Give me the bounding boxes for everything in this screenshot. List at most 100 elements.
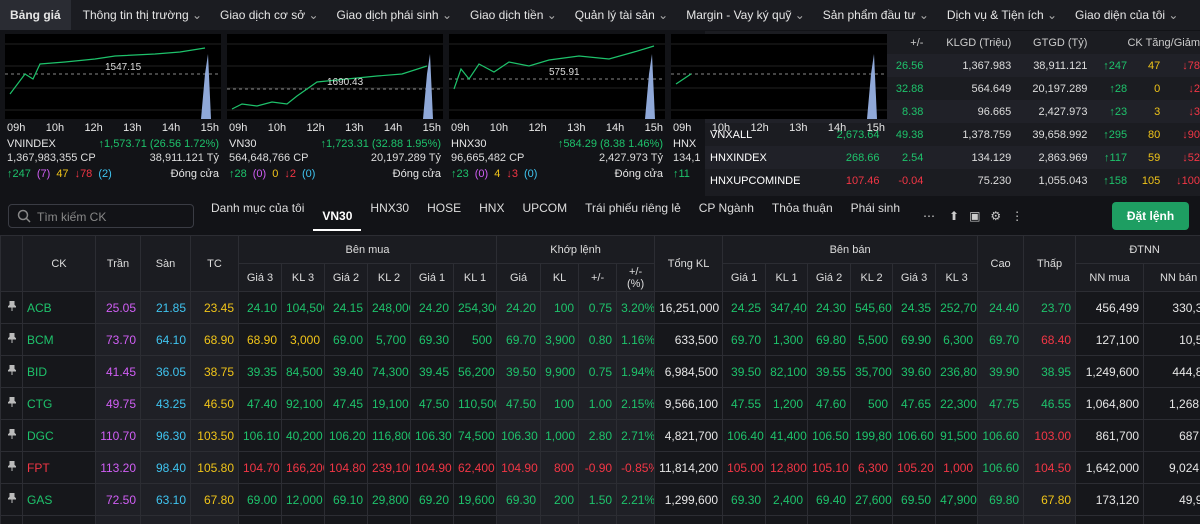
price-cell: 2,400 — [540, 515, 580, 524]
tab[interactable]: Trái phiếu riêng lẻ — [585, 201, 681, 215]
price-cell: 63.10 — [140, 483, 191, 516]
volume-area — [861, 54, 877, 119]
index-row[interactable]: HNXINDEX 268.66 2.54 134.129 2,863.969 ↑117 59… — [705, 146, 1200, 169]
tab[interactable]: Phái sinh — [850, 201, 900, 215]
stock-row[interactable]: BCM 73.70 64.10 68.90 68.90 3,000 69.00 5,700 69… — [0, 323, 1200, 356]
price-cell: 456,499 — [1075, 291, 1145, 324]
pin-icon — [0, 291, 23, 324]
price-cell: 92,100 — [281, 387, 325, 420]
stock-row[interactable]: BID 41.45 36.05 38.75 39.35 84,500 39.40 74,300… — [0, 355, 1200, 388]
panel-value: 20,197.289 Tỷ — [370, 152, 441, 164]
price-cell: 239,100 — [367, 451, 411, 484]
tab[interactable]: Danh mục của tôi — [211, 201, 305, 215]
price-cell: 69.30 — [496, 483, 542, 516]
index-cell: 47 — [1132, 54, 1166, 77]
tab[interactable]: HNX30 — [370, 201, 410, 215]
panel-name[interactable]: HNX30 — [451, 138, 487, 150]
price-cell: 24.35 — [892, 291, 937, 324]
time-label: 15h — [422, 122, 441, 134]
price-cell: 38.75 — [190, 355, 239, 388]
sub-header: KL 3 — [935, 263, 979, 292]
time-axis: 09h 10h 12h 13h 14h 15h — [7, 122, 219, 134]
price-cell: 69.70 — [977, 323, 1025, 356]
search-box[interactable]: Tìm kiếm CK — [8, 204, 194, 228]
index-cell: ↑158 — [1103, 174, 1128, 187]
sub-header: KL — [540, 263, 580, 292]
stock-row[interactable]: FPT113.2098.40105.80104.70166,200104.802… — [0, 451, 1200, 484]
panel-unchanged: 0 — [272, 168, 279, 180]
index-cell: 2,427.973 — [1016, 100, 1093, 123]
up-icon[interactable]: ⬆ — [949, 209, 960, 223]
panel-volume: 1,367,983,355 CP — [7, 152, 96, 164]
stock-row[interactable]: GAS 72.50 63.10 67.80 69.00 12,000 69.10 29,800… — [0, 483, 1200, 516]
price-cell: 23.70 — [1023, 291, 1077, 324]
panel-name[interactable]: VNINDEX — [7, 138, 56, 150]
price-cell: 41.45 — [95, 355, 141, 388]
stock-row[interactable]: ACB25.0521.8523.4524.10104,50024.15248,0… — [0, 291, 1200, 324]
price-cell: 19,100 — [367, 387, 411, 420]
tab[interactable]: HNX — [479, 201, 505, 215]
price-cell: 69.00 — [238, 483, 282, 516]
price-cell: 25.05 — [95, 291, 141, 324]
nav-item[interactable]: Bảng giá — [0, 0, 71, 30]
nav-item[interactable]: Giao diện của tôi — [1063, 8, 1184, 22]
tab[interactable]: CP Ngành — [698, 201, 754, 215]
menu-icon[interactable]: ⋮ — [1011, 209, 1024, 223]
price-cell: 6,300 — [850, 451, 894, 484]
nav-item[interactable]: Giao dịch cơ sở — [208, 8, 325, 22]
panel-down: ↓3 — [506, 168, 518, 180]
index-row[interactable]: HNXUPCOMINDE 107.46 -0.04 75.230 1,055.043 ↑1… — [705, 169, 1200, 192]
group-header: Khớp lệnh — [496, 235, 656, 264]
panel-row: VNINDEX ↑1,573.71 (26.56 1.72%) — [7, 138, 219, 150]
price-cell: 2.71% — [616, 419, 656, 452]
nav-item[interactable]: Thông tin thị trường — [71, 8, 208, 22]
panel-name[interactable]: HNX — [673, 138, 697, 150]
more-icon[interactable]: ⋯ — [923, 209, 935, 223]
price-cell: 104.80 — [324, 451, 368, 484]
price-cell: 1,064,800 — [1075, 387, 1145, 420]
ticker: BCM — [22, 323, 96, 356]
stock-row[interactable]: CTG 49.75 43.25 46.50 47.40 92,100 47.45 19,100… — [0, 387, 1200, 420]
price-cell: 500 — [850, 387, 894, 420]
ticker: ACB — [22, 291, 96, 324]
price-cell: 1.50 — [578, 483, 618, 516]
index-cell: ↓100 — [1176, 174, 1200, 187]
time-label: 14h — [383, 122, 403, 134]
panel-row: VN30 ↑1,723.31 (32.88 1.95%) — [229, 138, 441, 150]
settings-icon[interactable]: ⚙ — [990, 209, 1002, 223]
stock-row[interactable]: GVR32.0027.9029.9530.10103,40030.1572,30… — [0, 515, 1200, 524]
nav-item[interactable]: Giao dịch phái sinh — [325, 8, 458, 22]
index-cell: 0 — [1154, 82, 1161, 95]
price-cell: 69.70 — [722, 323, 767, 356]
price-cell: 47.55 — [722, 387, 767, 420]
stock-row[interactable]: DGC 110.70 96.30 103.50 106.10 40,200 106.20 11… — [0, 419, 1200, 452]
volume-area — [417, 54, 433, 119]
nav-item[interactable]: Margin - Vay ký quỹ — [674, 8, 811, 22]
panel-name[interactable]: VN30 — [229, 138, 257, 150]
index-cell: ↓2 — [1188, 82, 1200, 95]
index-row[interactable]: VNXALL 2,673.64 49.38 1,378.759 39,658.992 ↑2… — [705, 123, 1200, 146]
index-header: KLGD (Triệu) — [946, 36, 1012, 49]
panel-up-ceil: (0) — [252, 168, 267, 180]
nav-item[interactable]: Dịch vụ & Tiện ích — [935, 8, 1063, 22]
price-cell: 73.70 — [95, 323, 141, 356]
index-cell: 2,673.64 — [836, 128, 880, 141]
index-line — [675, 73, 692, 85]
price-cell: 39.40 — [324, 355, 368, 388]
sub-header: KL 3 — [281, 263, 325, 292]
price-cell: 69.40 — [807, 483, 852, 516]
nav-item[interactable]: Sản phẩm đầu tư — [811, 8, 935, 22]
excel-icon[interactable]: ▣ — [969, 209, 981, 223]
price-cell: 1.00 — [578, 387, 618, 420]
nav-item[interactable]: Giao dịch tiền — [458, 8, 563, 22]
tab[interactable]: Thỏa thuận — [771, 201, 833, 215]
tab[interactable]: HOSE — [427, 201, 462, 215]
tab[interactable]: VN30 — [313, 201, 362, 231]
order-button[interactable]: Đặt lệnh — [1112, 202, 1189, 230]
nav-item[interactable]: Quản lý tài sản — [563, 8, 674, 22]
index-cell: 2.54 — [884, 146, 929, 169]
tab[interactable]: UPCOM — [522, 201, 568, 215]
pin-icon — [0, 483, 23, 516]
index-cell: ↓3 — [1165, 100, 1200, 123]
price-cell: 24.30 — [807, 291, 852, 324]
